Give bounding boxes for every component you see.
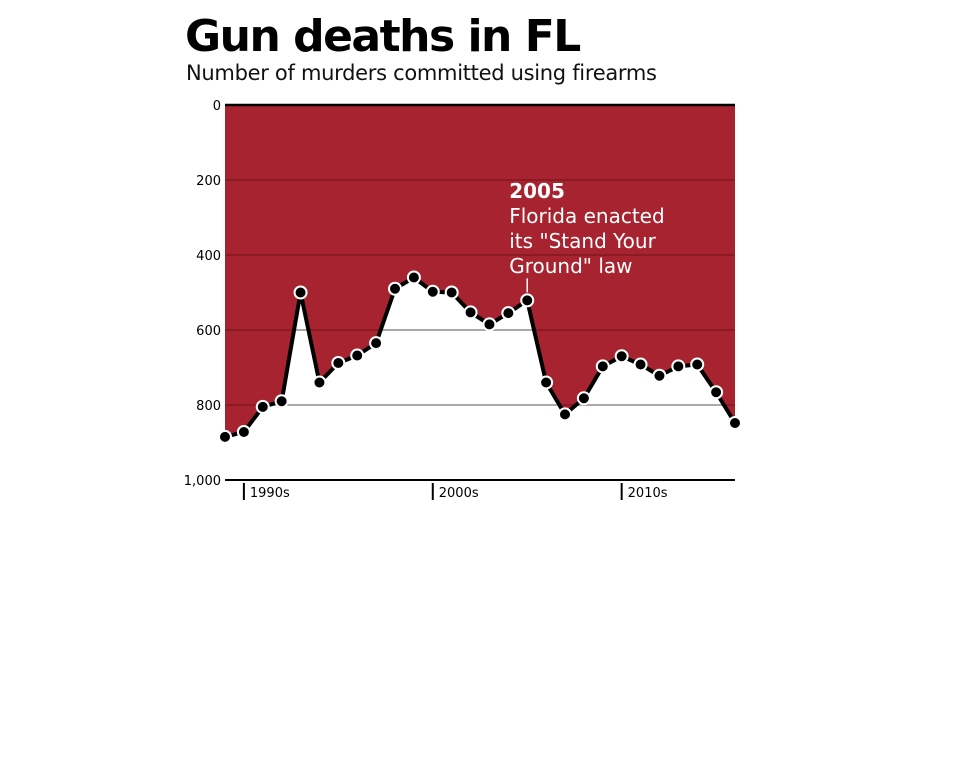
data-point [728, 416, 742, 430]
chart-title: Gun deaths in FL [185, 11, 581, 62]
data-point [406, 270, 421, 285]
data-point [274, 394, 289, 409]
data-point [312, 375, 327, 390]
data-point [331, 356, 346, 370]
data-point [463, 305, 478, 320]
annotation-year: 2005 [509, 179, 565, 203]
data-point [558, 407, 572, 422]
data-point [633, 357, 648, 372]
y-tick-label: 0 [213, 99, 221, 114]
series-line [224, 275, 737, 439]
annotation-text-line: Ground" law [509, 254, 632, 278]
annotation-text-line: its "Stand Your [509, 229, 656, 253]
data-point [425, 284, 440, 299]
data-point [350, 348, 365, 363]
data-point [482, 317, 497, 332]
area-fill [225, 105, 735, 437]
y-tick-label: 200 [196, 174, 221, 189]
data-point [501, 306, 516, 321]
chart-subtitle: Number of murders committed using firear… [186, 61, 657, 85]
data-point [444, 285, 459, 300]
data-point [388, 281, 402, 296]
y-tick-label: 600 [196, 324, 221, 339]
data-point [709, 385, 724, 400]
data-point [671, 359, 686, 374]
x-tick-label: 2010s [628, 486, 668, 501]
y-tick-label: 400 [196, 249, 221, 264]
data-point [255, 399, 270, 414]
data-point [293, 285, 308, 300]
data-point [576, 391, 591, 406]
data-point [652, 368, 667, 383]
data-point [595, 359, 610, 374]
data-point [614, 349, 629, 364]
data-point [218, 429, 232, 444]
y-tick-label: 1,000 [184, 474, 221, 489]
annotation-text-line: Florida enacted [509, 204, 664, 228]
data-point [539, 375, 554, 390]
data-point [690, 357, 705, 372]
data-point [236, 425, 251, 439]
data-point [520, 293, 535, 308]
data-point [369, 336, 384, 351]
x-tick-label: 2000s [439, 486, 479, 501]
y-tick-label: 800 [196, 399, 221, 414]
x-tick-label: 1990s [250, 486, 290, 501]
